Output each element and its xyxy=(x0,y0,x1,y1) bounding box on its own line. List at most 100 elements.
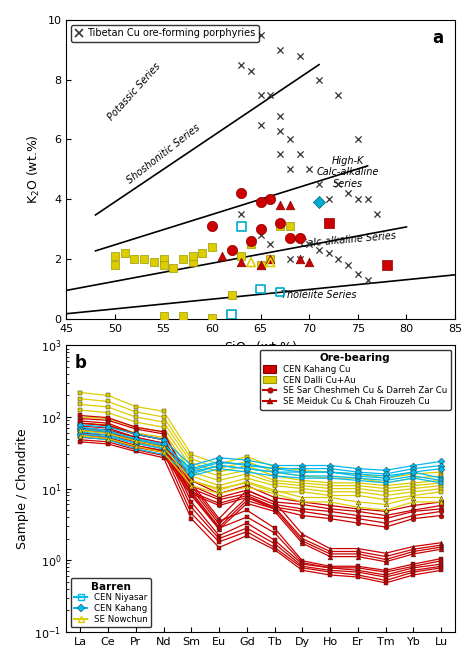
Point xyxy=(209,242,216,253)
Text: Calc-alkaline Series: Calc-alkaline Series xyxy=(300,231,396,249)
Point xyxy=(315,197,323,208)
Point xyxy=(121,248,128,259)
Point xyxy=(237,257,245,268)
Point xyxy=(160,254,167,265)
Point xyxy=(189,251,196,261)
Point xyxy=(247,239,255,249)
Point xyxy=(257,230,264,241)
Point xyxy=(257,260,264,270)
Text: Tholeiite Series: Tholeiite Series xyxy=(281,290,357,299)
Point xyxy=(286,164,293,174)
Point xyxy=(286,233,293,243)
Point xyxy=(296,233,303,243)
Point xyxy=(179,311,187,321)
Point xyxy=(247,65,255,76)
Point xyxy=(296,149,303,160)
Point xyxy=(257,224,264,235)
Point xyxy=(209,221,216,232)
Point xyxy=(266,239,274,249)
Point xyxy=(276,149,284,160)
Point xyxy=(150,257,158,268)
Point xyxy=(296,254,303,265)
Point xyxy=(179,254,187,265)
Point xyxy=(354,269,362,280)
Text: a: a xyxy=(432,29,443,47)
Point xyxy=(276,125,284,136)
Point xyxy=(257,197,264,208)
Point xyxy=(325,248,332,259)
Point xyxy=(335,89,342,100)
Point xyxy=(209,313,216,323)
Point xyxy=(276,221,284,232)
Point xyxy=(266,194,274,205)
Point xyxy=(315,74,323,85)
Point xyxy=(266,89,274,100)
Point xyxy=(228,309,236,320)
Point xyxy=(364,194,372,205)
Point xyxy=(160,260,167,270)
Point xyxy=(237,221,245,232)
Point xyxy=(189,257,196,268)
Point xyxy=(170,263,177,274)
Point xyxy=(237,251,245,261)
Point xyxy=(305,239,313,249)
Point xyxy=(257,30,264,40)
Point xyxy=(335,179,342,190)
Y-axis label: Sample / Chondrite: Sample / Chondrite xyxy=(16,428,29,549)
Text: Potassic Series: Potassic Series xyxy=(106,61,163,122)
Point xyxy=(237,188,245,199)
Point xyxy=(237,59,245,70)
Y-axis label: K$_2$O (wt.%): K$_2$O (wt.%) xyxy=(26,135,42,204)
Point xyxy=(286,221,293,232)
Point xyxy=(228,290,236,301)
Point xyxy=(305,164,313,174)
Point xyxy=(296,51,303,61)
Text: High-K
Calc-alkaline
Series: High-K Calc-alkaline Series xyxy=(317,156,379,189)
Point xyxy=(364,275,372,286)
Point xyxy=(276,287,284,297)
Point xyxy=(286,254,293,265)
Point xyxy=(247,236,255,247)
Point xyxy=(276,111,284,121)
Text: b: b xyxy=(74,354,86,372)
Point xyxy=(257,284,264,295)
Point xyxy=(325,194,332,205)
Point xyxy=(266,257,274,268)
Point xyxy=(276,45,284,55)
Legend: CEN Niyasar, CEN Kahang, SE Nowchun: CEN Niyasar, CEN Kahang, SE Nowchun xyxy=(71,578,151,627)
Point xyxy=(257,119,264,130)
Point xyxy=(335,254,342,265)
Point xyxy=(266,254,274,265)
Point xyxy=(344,260,352,270)
Point xyxy=(237,209,245,220)
Point xyxy=(131,254,138,265)
Point xyxy=(160,311,167,321)
Point xyxy=(354,134,362,145)
Point xyxy=(257,260,264,270)
Point xyxy=(266,254,274,265)
Point xyxy=(111,251,118,261)
Point xyxy=(199,248,206,259)
Point xyxy=(305,257,313,268)
Point xyxy=(257,89,264,100)
Text: Shoshonitic Series: Shoshonitic Series xyxy=(125,123,202,186)
Point xyxy=(296,254,303,265)
Point xyxy=(354,194,362,205)
Legend: Tibetan Cu ore-forming porphyries: Tibetan Cu ore-forming porphyries xyxy=(71,24,259,42)
Point xyxy=(315,245,323,255)
Point xyxy=(247,257,255,268)
X-axis label: SiO$_2$ (wt.%): SiO$_2$ (wt.%) xyxy=(224,340,297,355)
Point xyxy=(286,200,293,211)
Point xyxy=(315,179,323,190)
Point xyxy=(140,254,148,265)
Point xyxy=(111,260,118,270)
Point xyxy=(325,218,332,228)
Point xyxy=(344,188,352,199)
Point xyxy=(276,200,284,211)
Point xyxy=(276,218,284,228)
Point xyxy=(228,245,236,255)
Point xyxy=(374,209,381,220)
Point xyxy=(218,251,226,261)
Point xyxy=(383,260,391,270)
Point xyxy=(286,134,293,145)
